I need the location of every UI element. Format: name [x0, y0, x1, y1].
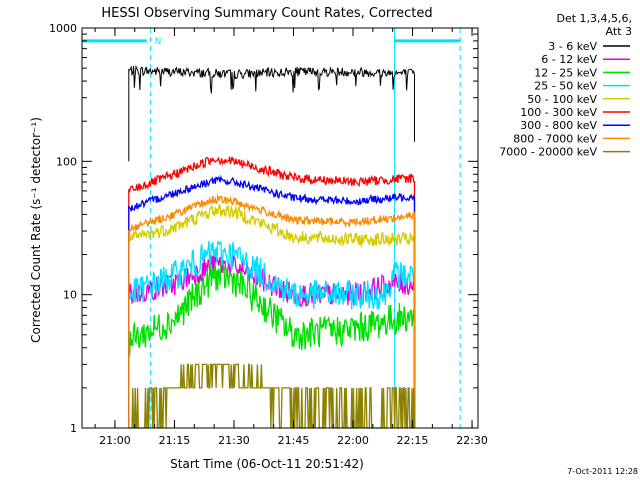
x-tick-label-5: 22:15 — [397, 434, 429, 447]
y-tick-label-0: 1 — [70, 422, 77, 435]
attenuator-marker-label: N — [155, 37, 162, 47]
series-line-7 — [128, 193, 416, 428]
plot-frame — [81, 27, 479, 429]
series-line-3 — [128, 240, 416, 428]
series-line-6 — [128, 174, 416, 428]
x-tick-label-2: 21:30 — [218, 434, 250, 447]
legend-label-2: 12 - 25 keV — [534, 66, 597, 79]
legend-label-1: 6 - 12 keV — [541, 53, 597, 66]
legend-label-7: 800 - 7000 keV — [513, 132, 597, 145]
x-tick-label-6: 22:30 — [456, 434, 488, 447]
series-line-8 — [128, 363, 416, 429]
legend-label-6: 300 - 800 keV — [520, 119, 597, 132]
x-tick-label-4: 22:00 — [337, 434, 369, 447]
x-axis-label: Start Time (06-Oct-11 20:51:42) — [170, 457, 364, 471]
x-tick-label-1: 21:15 — [159, 434, 191, 447]
legend-label-0: 3 - 6 keV — [548, 40, 597, 53]
legend-label-5: 100 - 300 keV — [520, 106, 597, 119]
y-tick-label-1: 10 — [63, 289, 77, 302]
series-line-2 — [128, 259, 416, 428]
y-tick-label-3: 1000 — [49, 22, 77, 35]
legend-header-line-1: Det 1,3,4,5,6, — [556, 12, 632, 25]
series-line-4 — [128, 203, 416, 428]
y-tick-label-2: 100 — [56, 155, 77, 168]
chart-title: HESSI Observing Summary Count Rates, Cor… — [101, 6, 432, 21]
legend-header-line-2: Att 3 — [606, 25, 632, 38]
x-tick-label-0: 21:00 — [99, 434, 131, 447]
x-tick-label-3: 21:45 — [278, 434, 310, 447]
y-axis-label: Corrected Count Rate (s⁻¹ detector⁻¹) — [29, 117, 43, 343]
series-line-0 — [128, 64, 415, 162]
legend-label-3: 25 - 50 keV — [534, 80, 597, 93]
legend-label-4: 50 - 100 keV — [527, 93, 597, 106]
series-line-5 — [128, 156, 416, 428]
legend-label-8: 7000 - 20000 keV — [499, 146, 597, 159]
footer-timestamp: 7-Oct-2011 12:28 — [567, 467, 638, 476]
